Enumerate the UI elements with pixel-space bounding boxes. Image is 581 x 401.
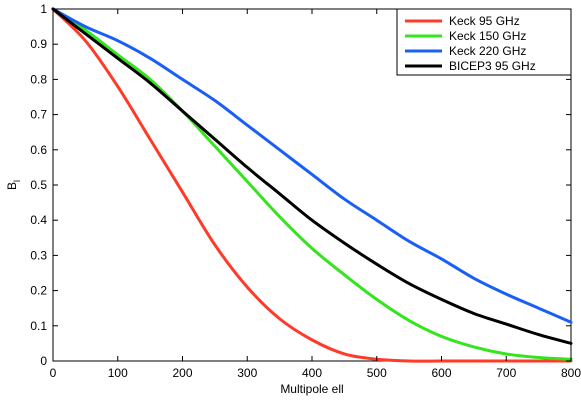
y-tick-label: 0.6 [30, 143, 47, 157]
y-tick-label: 0.5 [30, 178, 47, 192]
series-group [51, 7, 573, 363]
y-tick-label: 0.3 [30, 248, 47, 262]
x-tick-label: 0 [50, 366, 57, 380]
series-line-keck-95-ghz [51, 7, 573, 363]
y-tick-label: 0.1 [30, 319, 47, 333]
x-tick-label: 100 [108, 366, 128, 380]
y-axis-ticks: 0 0.1 0.2 0.3 0.4 0.5 0.6 0.7 0.8 0.9 1 [30, 2, 571, 368]
legend-label-keck-220-ghz: Keck 220 GHz [449, 44, 526, 58]
y-tick-label: 0.2 [30, 284, 47, 298]
legend-label-keck-150-ghz: Keck 150 GHz [449, 29, 526, 43]
y-tick-label: 0.4 [30, 213, 47, 227]
x-tick-label: 800 [561, 366, 581, 380]
x-tick-label: 300 [237, 366, 257, 380]
y-tick-label: 0 [40, 354, 47, 368]
x-axis-label: Multipole ell [280, 382, 343, 396]
y-tick-label: 0.9 [30, 37, 47, 51]
y-tick-label: 1 [40, 2, 47, 16]
y-tick-label: 0.7 [30, 108, 47, 122]
series-line-keck-220-ghz [51, 7, 573, 324]
x-tick-label: 500 [367, 366, 387, 380]
x-axis-ticks: 0 100 200 300 400 500 600 700 800 [50, 9, 581, 380]
legend-label-bicep3-95-ghz: BICEP3 95 GHz [449, 59, 536, 73]
x-tick-label: 200 [172, 366, 192, 380]
series-line-keck-150-ghz [51, 7, 573, 361]
y-axis-label-main: B [5, 182, 19, 190]
series-line-bicep3-95-ghz [51, 7, 573, 345]
y-axis-label-subscript: l [12, 180, 22, 182]
legend-label-keck-95-ghz: Keck 95 GHz [449, 14, 520, 28]
x-tick-label: 400 [302, 366, 322, 380]
x-tick-label: 700 [496, 366, 516, 380]
y-axis-label: Bl [5, 180, 22, 190]
x-tick-label: 600 [431, 366, 451, 380]
y-tick-label: 0.8 [30, 72, 47, 86]
